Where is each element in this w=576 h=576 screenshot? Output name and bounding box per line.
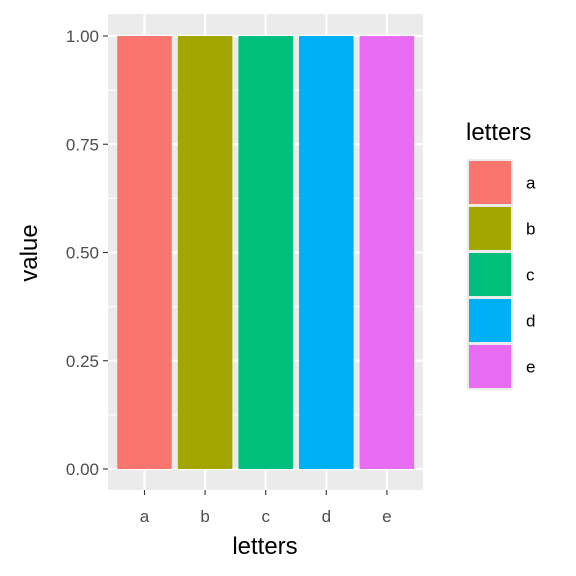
y-axis: 0.00 0.25 0.50 0.75 1.00 [66, 27, 108, 479]
bar-d [299, 36, 354, 469]
legend-swatch-d [469, 299, 511, 342]
legend-label-d: d [526, 312, 535, 331]
bar-a [117, 36, 172, 469]
legend-title: letters [466, 119, 531, 146]
bar-e [359, 36, 415, 469]
x-axis: a b c d e [140, 490, 392, 526]
legend-label-c: c [526, 266, 535, 285]
x-tick-label: a [140, 507, 150, 526]
x-tick-label: c [261, 507, 270, 526]
x-tick-label: e [382, 507, 391, 526]
y-tick-label: 1.00 [66, 27, 99, 46]
y-tick-label: 0.50 [66, 244, 99, 263]
legend-swatch-b [469, 207, 511, 250]
bar-c [238, 36, 293, 469]
legend-label-e: e [526, 358, 535, 377]
x-tick-label: d [322, 507, 331, 526]
x-axis-title: letters [232, 533, 297, 560]
y-tick-label: 0.25 [66, 352, 99, 371]
legend-swatch-c [469, 253, 511, 296]
y-tick-label: 0.00 [66, 460, 99, 479]
bar-b [177, 36, 233, 469]
legend: letters a b c d e [466, 119, 536, 390]
legend-label-b: b [526, 220, 535, 239]
x-tick-label: b [200, 507, 209, 526]
bars-group [117, 36, 415, 469]
legend-swatch-a [469, 161, 511, 204]
y-tick-label: 0.75 [66, 135, 99, 154]
legend-label-a: a [526, 174, 536, 193]
y-axis-title: value [16, 224, 43, 281]
legend-swatch-e [469, 345, 511, 388]
